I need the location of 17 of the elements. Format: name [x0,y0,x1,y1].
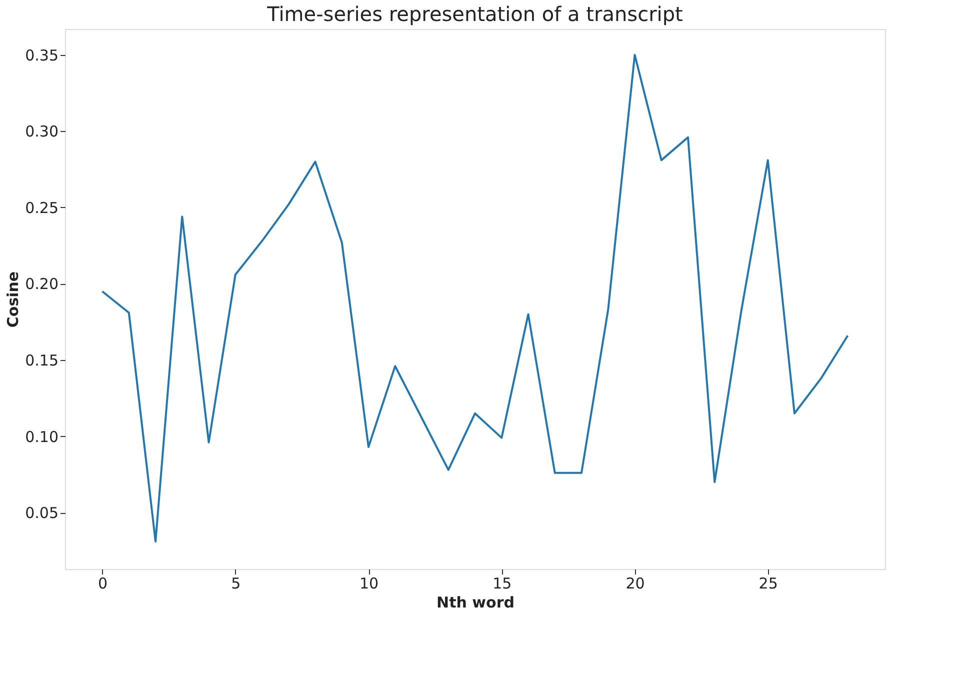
x-tick-label: 0 [98,574,108,592]
y-tick-label: 0.05 [25,504,58,522]
y-tick-label: 0.25 [25,198,58,217]
x-tick-label: 15 [492,574,512,592]
x-tick-label: 5 [231,574,241,592]
x-axis-title: Nth word [436,594,514,612]
y-axis-title: Cosine [4,271,22,328]
x-tick-label: 20 [626,574,645,592]
y-tick-label: 0.10 [25,428,58,446]
x-tick-label: 25 [758,574,778,592]
y-tick-label: 0.35 [25,46,58,64]
y-tick-label: 0.15 [25,352,58,370]
x-tick-label: 10 [359,574,379,592]
y-tick-label: 0.30 [25,122,58,141]
chart-title: Time-series representation of a transcript [266,2,684,26]
y-tick-label: 0.20 [25,275,58,294]
line-series [101,54,849,543]
